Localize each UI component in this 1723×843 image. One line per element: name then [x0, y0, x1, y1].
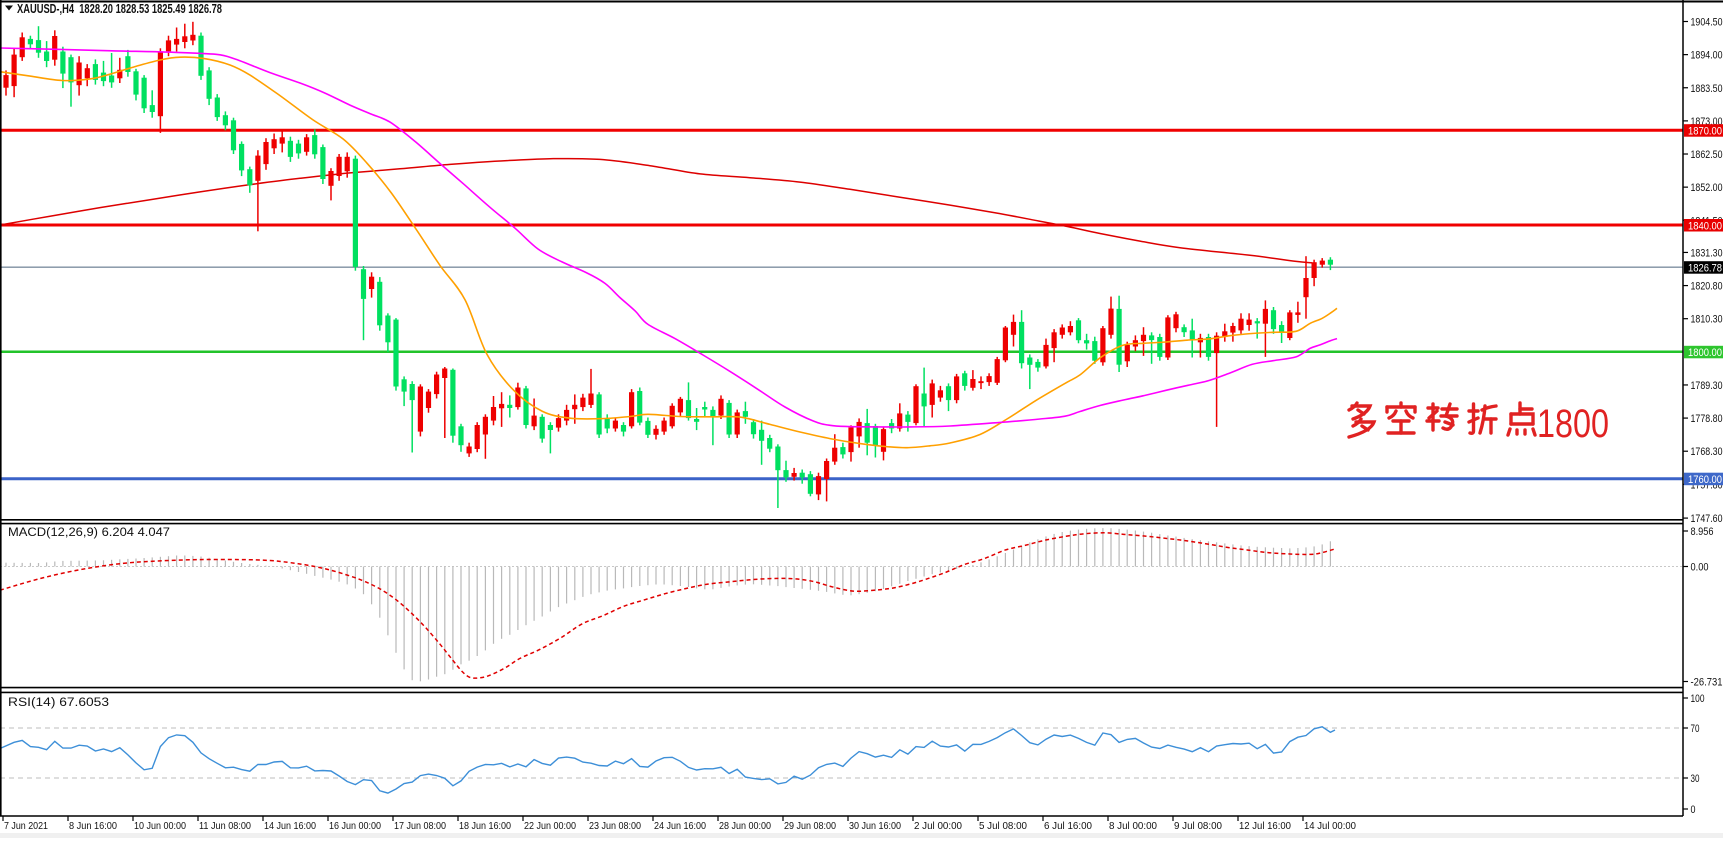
svg-text:-26.731: -26.731: [1691, 677, 1723, 689]
svg-text:1789.30: 1789.30: [1691, 380, 1723, 392]
svg-text:1810.30: 1810.30: [1691, 314, 1723, 326]
svg-text:1800.00: 1800.00: [1688, 347, 1722, 359]
svg-text:1862.50: 1862.50: [1691, 149, 1723, 161]
svg-text:1840.00: 1840.00: [1688, 220, 1722, 232]
svg-text:2 Jul 00:00: 2 Jul 00:00: [914, 820, 962, 832]
svg-text:1778.80: 1778.80: [1691, 413, 1723, 425]
svg-text:1768.30: 1768.30: [1691, 446, 1723, 458]
svg-text:29 Jun 08:00: 29 Jun 08:00: [784, 820, 836, 832]
svg-text:18 Jun 16:00: 18 Jun 16:00: [459, 820, 511, 832]
svg-text:5 Jul 08:00: 5 Jul 08:00: [979, 820, 1027, 832]
svg-text:7 Jun 2021: 7 Jun 2021: [4, 820, 48, 832]
svg-text:16 Jun 00:00: 16 Jun 00:00: [329, 820, 381, 832]
svg-text:1870.00: 1870.00: [1688, 126, 1722, 138]
svg-text:MACD(12,26,9) 6.204 4.047: MACD(12,26,9) 6.204 4.047: [8, 527, 170, 539]
svg-text:XAUUSD-,H4 1828.20 1828.53 18: XAUUSD-,H4 1828.20 1828.53 1825.49 1826.…: [17, 2, 222, 16]
svg-text:1904.50: 1904.50: [1691, 17, 1723, 29]
svg-text:1826.78: 1826.78: [1688, 263, 1722, 275]
svg-text:14 Jul 00:00: 14 Jul 00:00: [1304, 820, 1356, 832]
svg-text:1747.60: 1747.60: [1691, 513, 1723, 525]
svg-text:30 Jun 16:00: 30 Jun 16:00: [849, 820, 901, 832]
svg-text:9 Jul 08:00: 9 Jul 08:00: [1174, 820, 1222, 832]
svg-text:8.956: 8.956: [1691, 526, 1714, 538]
svg-text:6 Jul 16:00: 6 Jul 16:00: [1044, 820, 1092, 832]
svg-text:30: 30: [1691, 773, 1700, 785]
svg-text:11 Jun 08:00: 11 Jun 08:00: [199, 820, 251, 832]
svg-text:22 Jun 00:00: 22 Jun 00:00: [524, 820, 576, 832]
svg-text:10 Jun 00:00: 10 Jun 00:00: [134, 820, 186, 832]
svg-text:100: 100: [1691, 693, 1705, 705]
svg-text:1760.00: 1760.00: [1688, 474, 1722, 486]
svg-text:RSI(14) 67.6053: RSI(14) 67.6053: [8, 697, 109, 709]
svg-text:17 Jun 08:00: 17 Jun 08:00: [394, 820, 446, 832]
svg-text:1894.00: 1894.00: [1691, 50, 1723, 62]
svg-text:1883.50: 1883.50: [1691, 83, 1723, 95]
svg-text:23 Jun 08:00: 23 Jun 08:00: [589, 820, 641, 832]
svg-text:0.00: 0.00: [1691, 562, 1709, 574]
svg-text:0: 0: [1691, 804, 1696, 816]
svg-text:14 Jun 16:00: 14 Jun 16:00: [264, 820, 316, 832]
svg-text:1831.30: 1831.30: [1691, 247, 1723, 259]
svg-text:1852.00: 1852.00: [1691, 182, 1723, 194]
svg-text:70: 70: [1691, 723, 1700, 735]
svg-text:1820.80: 1820.80: [1691, 281, 1723, 293]
svg-text:28 Jun 00:00: 28 Jun 00:00: [719, 820, 771, 832]
svg-text:8 Jul 00:00: 8 Jul 00:00: [1109, 820, 1157, 832]
svg-text:8 Jun 16:00: 8 Jun 16:00: [69, 820, 117, 832]
svg-text:1800: 1800: [1537, 402, 1609, 446]
svg-text:24 Jun 16:00: 24 Jun 16:00: [654, 820, 706, 832]
svg-text:12 Jul 16:00: 12 Jul 16:00: [1239, 820, 1291, 832]
